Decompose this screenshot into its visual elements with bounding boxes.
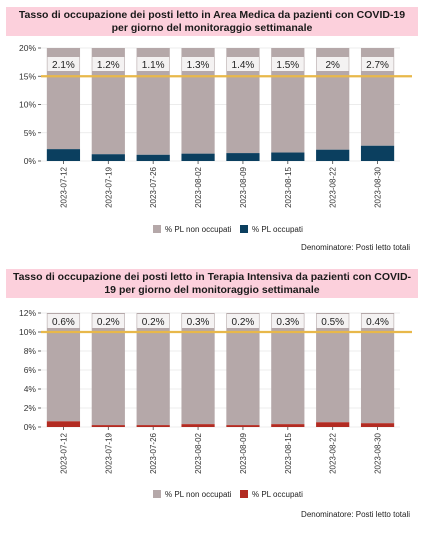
chart2-y-tick-label: 8% bbox=[24, 346, 37, 356]
chart2-legend-swatch-occupati bbox=[240, 490, 248, 498]
chart1-bar-occupati bbox=[46, 149, 81, 161]
chart2-y-tick-label: 2% bbox=[24, 403, 37, 413]
chart2-data-label-box bbox=[361, 314, 394, 328]
chart1-y-tick-label: 10% bbox=[19, 100, 36, 110]
chart2-data-label-box bbox=[316, 314, 349, 328]
chart1-data-label: 2% bbox=[325, 60, 340, 71]
chart2-data-label-box bbox=[271, 314, 304, 328]
chart2-data-label: 0.4% bbox=[366, 317, 389, 328]
chart1-y-tick-label: 15% bbox=[19, 71, 36, 81]
chart1-x-tick-label: 2023-08-22 bbox=[329, 166, 338, 207]
chart1-area-medica: 0% 5% 10% 15% 20% 2023-07-12 2023-07-19 2023-07… bbox=[19, 43, 412, 234]
chart1-bar-occupati bbox=[360, 145, 395, 161]
chart1-bar-occupati bbox=[136, 154, 170, 161]
chart2-data-label: 0.3% bbox=[276, 317, 299, 328]
chart2-bar-non-occupati bbox=[226, 313, 260, 426]
chart1-data-label-box bbox=[47, 57, 80, 71]
chart2-x-tick-label: 2023-07-26 bbox=[149, 432, 158, 473]
chart2-y-tick-label: 4% bbox=[24, 384, 37, 394]
chart2-x-tick-label: 2023-08-09 bbox=[239, 432, 248, 473]
chart2-bar-occupati bbox=[271, 424, 305, 427]
chart1-data-label: 1.5% bbox=[276, 60, 299, 71]
chart1-data-label-box bbox=[92, 57, 125, 71]
chart1-data-label-box bbox=[182, 57, 215, 71]
chart2-data-label-box bbox=[137, 314, 170, 328]
chart2-title: Tasso di occupazione dei posti letto in … bbox=[6, 269, 418, 298]
chart2-bar-occupati bbox=[316, 422, 350, 427]
chart1-y-tick-label: 20% bbox=[19, 43, 36, 53]
chart2-legend-label-occupati: % PL occupati bbox=[252, 490, 303, 499]
chart2-x-tick-label: 2023-07-19 bbox=[104, 432, 113, 473]
chart2-y-tick-label: 0% bbox=[24, 422, 37, 432]
chart1-legend-label-non-occupati: % PL non occupati bbox=[165, 225, 232, 234]
chart2-data-label: 0.3% bbox=[187, 317, 210, 328]
chart1-x-tick-label: 2023-08-30 bbox=[374, 166, 383, 207]
chart1-data-label: 1.3% bbox=[187, 60, 210, 71]
chart2-bar-non-occupati bbox=[181, 313, 215, 425]
chart2-denominator-note: Denominatore: Posti letto totali bbox=[301, 510, 410, 519]
chart2-data-label-box bbox=[226, 314, 259, 328]
chart1-bar-occupati bbox=[271, 152, 305, 161]
chart2-bar-occupati bbox=[46, 421, 81, 427]
chart2-bar-non-occupati bbox=[136, 313, 170, 426]
chart2-bar-non-occupati bbox=[46, 313, 81, 422]
chart2-data-label: 0.2% bbox=[142, 317, 165, 328]
chart1-x-tick-label: 2023-07-19 bbox=[104, 166, 113, 207]
chart2-data-label: 0.2% bbox=[97, 317, 120, 328]
chart2-x-tick-label: 2023-08-22 bbox=[329, 432, 338, 473]
chart1-title: Tasso di occupazione dei posti letto in … bbox=[6, 7, 418, 36]
chart1-data-label-box bbox=[271, 57, 304, 71]
chart1-x-tick-label: 2023-08-09 bbox=[239, 166, 248, 207]
chart2-bar-non-occupati bbox=[271, 313, 305, 425]
chart2-y-tick-label: 12% bbox=[19, 308, 36, 318]
chart1-bar-occupati bbox=[91, 154, 125, 161]
chart2-bar-non-occupati bbox=[91, 313, 125, 426]
chart1-x-tick-label: 2023-08-15 bbox=[284, 166, 293, 207]
chart2-x-tick-label: 2023-08-30 bbox=[374, 432, 383, 473]
chart2-data-label: 0.2% bbox=[232, 317, 255, 328]
chart2-bar-occupati bbox=[226, 425, 260, 427]
chart1-x-tick-label: 2023-07-26 bbox=[149, 166, 158, 207]
chart1-legend-label-occupati: % PL occupati bbox=[252, 225, 303, 234]
chart1-denominator-note: Denominatore: Posti letto totali bbox=[301, 243, 410, 252]
chart2-y-tick-label: 6% bbox=[24, 365, 37, 375]
chart2-bar-non-occupati bbox=[360, 313, 395, 424]
chart2-data-label-box bbox=[47, 314, 80, 328]
chart2-data-label-box bbox=[92, 314, 125, 328]
chart2-x-tick-label: 2023-07-12 bbox=[59, 432, 68, 473]
chart1-bar-occupati bbox=[226, 153, 260, 161]
chart1-y-tick-label: 0% bbox=[24, 156, 37, 166]
chart2-y-tick-label: 10% bbox=[19, 327, 36, 337]
chart1-data-label-box bbox=[361, 57, 394, 71]
chart1-data-label: 1.1% bbox=[142, 60, 165, 71]
chart2-bar-occupati bbox=[91, 425, 125, 427]
chart2-legend-swatch-non-occupati bbox=[153, 490, 161, 498]
chart2-bar-occupati bbox=[136, 425, 170, 427]
chart2-bar-occupati bbox=[181, 424, 215, 427]
chart2-data-label-box bbox=[182, 314, 215, 328]
chart2-x-tick-label: 2023-08-15 bbox=[284, 432, 293, 473]
chart2-data-label: 0.5% bbox=[321, 317, 344, 328]
chart1-data-label: 2.7% bbox=[366, 60, 389, 71]
chart2-x-tick-label: 2023-08-02 bbox=[194, 432, 203, 473]
chart1-x-tick-label: 2023-07-12 bbox=[59, 166, 68, 207]
chart1-data-label-box bbox=[316, 57, 349, 71]
chart2-data-label: 0.6% bbox=[52, 317, 75, 328]
chart1-legend-swatch-occupati bbox=[240, 225, 248, 233]
chart2-bar-occupati bbox=[360, 423, 395, 427]
chart1-data-label: 2.1% bbox=[52, 60, 75, 71]
chart2-bar-non-occupati bbox=[316, 313, 350, 423]
chart1-bar-occupati bbox=[181, 153, 215, 161]
chart1-legend-swatch-non-occupati bbox=[153, 225, 161, 233]
chart1-data-label: 1.2% bbox=[97, 60, 120, 71]
chart1-data-label-box bbox=[137, 57, 170, 71]
chart1-y-tick-label: 5% bbox=[24, 128, 37, 138]
chart2-legend-label-non-occupati: % PL non occupati bbox=[165, 490, 232, 499]
chart1-data-label: 1.4% bbox=[232, 60, 255, 71]
chart1-x-tick-label: 2023-08-02 bbox=[194, 166, 203, 207]
chart1-data-label-box bbox=[226, 57, 259, 71]
chart1-bar-occupati bbox=[316, 149, 350, 161]
